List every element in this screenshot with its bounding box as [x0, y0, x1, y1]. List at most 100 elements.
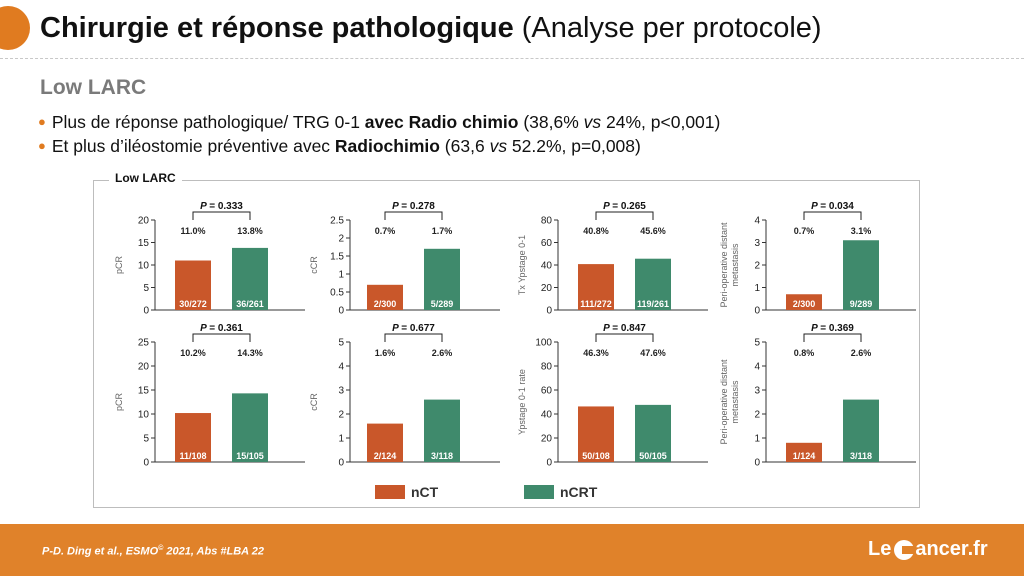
- y-tick-label: 15: [138, 386, 150, 397]
- p-bracket: [595, 211, 654, 220]
- y-tick-label: 5: [143, 283, 149, 294]
- p-value-label: P = 0.333: [200, 201, 243, 212]
- y-axis-label: pCR: [114, 256, 124, 275]
- bar-percent-label: 3.1%: [851, 226, 872, 236]
- y-tick-label: 1: [754, 283, 760, 294]
- y-tick-label: 3: [754, 238, 760, 249]
- bar-percent-label: 0.7%: [794, 226, 815, 236]
- p-bracket: [192, 211, 251, 220]
- y-axis-label: cCR: [309, 393, 319, 411]
- y-tick-label: 10: [138, 261, 150, 272]
- y-tick-label: 80: [541, 216, 553, 227]
- bullet-dot-icon: ●: [38, 138, 46, 153]
- bar-count-label: 5/289: [431, 299, 454, 309]
- y-tick-label: 25: [138, 338, 150, 349]
- bullet-text: 52.2%, p=0,008): [507, 136, 641, 156]
- y-tick-label: 1: [754, 434, 760, 445]
- citation-rest: 2021, Abs #LBA 22: [163, 545, 264, 558]
- bar-percent-label: 2.6%: [432, 348, 453, 358]
- logo-c-icon: [894, 539, 915, 560]
- citation: P-D. Ding et al., ESMO© 2021, Abs #LBA 2…: [42, 545, 264, 558]
- bullet-italic: vs: [583, 112, 602, 132]
- bullet-list: ● Plus de réponse pathologique/ TRG 0-1 a…: [38, 110, 720, 158]
- y-tick-label: 40: [541, 261, 553, 272]
- y-axis-label: cCR: [309, 256, 319, 274]
- citation-authors: P-D. Ding et al., ESMO: [42, 545, 159, 558]
- p-bracket: [803, 333, 862, 342]
- y-tick-label: 20: [138, 216, 150, 227]
- y-axis-label: Tx Ypstage 0-1: [517, 235, 527, 295]
- y-tick-label: 0: [338, 458, 344, 469]
- bar-count-label: 119/261: [637, 299, 669, 309]
- y-tick-label: 100: [535, 338, 552, 349]
- bar-ncrt: [424, 399, 460, 462]
- bar-count-label: 1/124: [793, 451, 816, 461]
- legend-label: nCT: [411, 484, 439, 500]
- bullet-dot-icon: ●: [38, 114, 46, 129]
- legend-item-ncrt: nCRT: [524, 484, 597, 500]
- bullet-text: 24%, p<0,001): [601, 112, 721, 132]
- y-tick-label: 4: [754, 362, 760, 373]
- bar-count-label: 9/289: [850, 299, 873, 309]
- y-tick-label: 20: [541, 434, 553, 445]
- y-tick-label: 2: [754, 410, 760, 421]
- logo-text-right: ancer.fr: [915, 538, 988, 560]
- y-tick-label: 0.5: [330, 288, 344, 299]
- y-tick-label: 3: [754, 386, 760, 397]
- y-tick-label: 3: [338, 386, 344, 397]
- y-tick-label: 2: [754, 261, 760, 272]
- logo: Le ancer.fr: [868, 538, 988, 561]
- p-value-label: P = 0.265: [603, 201, 646, 212]
- bar-ncrt: [232, 393, 268, 462]
- legend-swatch: [375, 485, 405, 499]
- y-tick-label: 4: [754, 216, 760, 227]
- p-bracket: [192, 333, 251, 342]
- bullet-item: ● Plus de réponse pathologique/ TRG 0-1 a…: [38, 110, 720, 134]
- bullet-italic: vs: [489, 136, 508, 156]
- y-tick-label: 2: [338, 410, 344, 421]
- legend-label: nCRT: [560, 484, 598, 500]
- p-bracket: [384, 211, 443, 220]
- legend-swatch: [524, 485, 554, 499]
- y-tick-label: 20: [541, 283, 553, 294]
- title-normal: (Analyse per protocole): [521, 12, 822, 44]
- y-tick-label: 5: [143, 434, 149, 445]
- p-value-label: P = 0.361: [200, 323, 243, 334]
- subtitle: Low LARC: [40, 76, 147, 99]
- y-axis-label: Ypstage 0-1 rate: [517, 369, 527, 435]
- bar-ncrt: [424, 248, 460, 310]
- bar-percent-label: 0.7%: [375, 226, 396, 236]
- p-value-label: P = 0.677: [392, 323, 435, 334]
- bar-nct: [175, 413, 211, 462]
- bar-nct: [367, 284, 403, 310]
- bar-ncrt: [635, 404, 671, 462]
- y-tick-label: 1.5: [330, 252, 344, 263]
- bar-nct: [175, 260, 211, 310]
- y-tick-label: 40: [541, 410, 553, 421]
- bar-count-label: 36/261: [236, 299, 264, 309]
- p-value-label: P = 0.847: [603, 323, 646, 334]
- bar-percent-label: 47.6%: [640, 348, 666, 358]
- bar-ncrt: [843, 240, 879, 310]
- y-tick-label: 10: [138, 410, 150, 421]
- citation-reg: ©: [158, 545, 164, 552]
- y-tick-label: 80: [541, 362, 553, 373]
- bullet-item: ● Et plus d’iléostomie préventive avec Ra…: [38, 134, 720, 158]
- footer-bar: [0, 524, 1024, 576]
- bar-percent-label: 0.8%: [794, 348, 815, 358]
- p-value-label: P = 0.369: [811, 323, 854, 334]
- y-tick-label: 2: [338, 234, 344, 245]
- bar-nct: [786, 294, 822, 310]
- bullet-bold: avec Radio chimio: [364, 112, 519, 132]
- y-tick-label: 0: [143, 458, 149, 469]
- y-tick-label: 20: [138, 362, 150, 373]
- title-divider: [0, 58, 1024, 59]
- bar-ncrt: [635, 258, 671, 310]
- y-tick-label: 4: [338, 362, 344, 373]
- y-tick-label: 5: [338, 338, 344, 349]
- y-tick-label: 60: [541, 238, 553, 249]
- bar-count-label: 3/118: [431, 451, 453, 461]
- y-tick-label: 60: [541, 386, 553, 397]
- y-tick-label: 5: [754, 338, 760, 349]
